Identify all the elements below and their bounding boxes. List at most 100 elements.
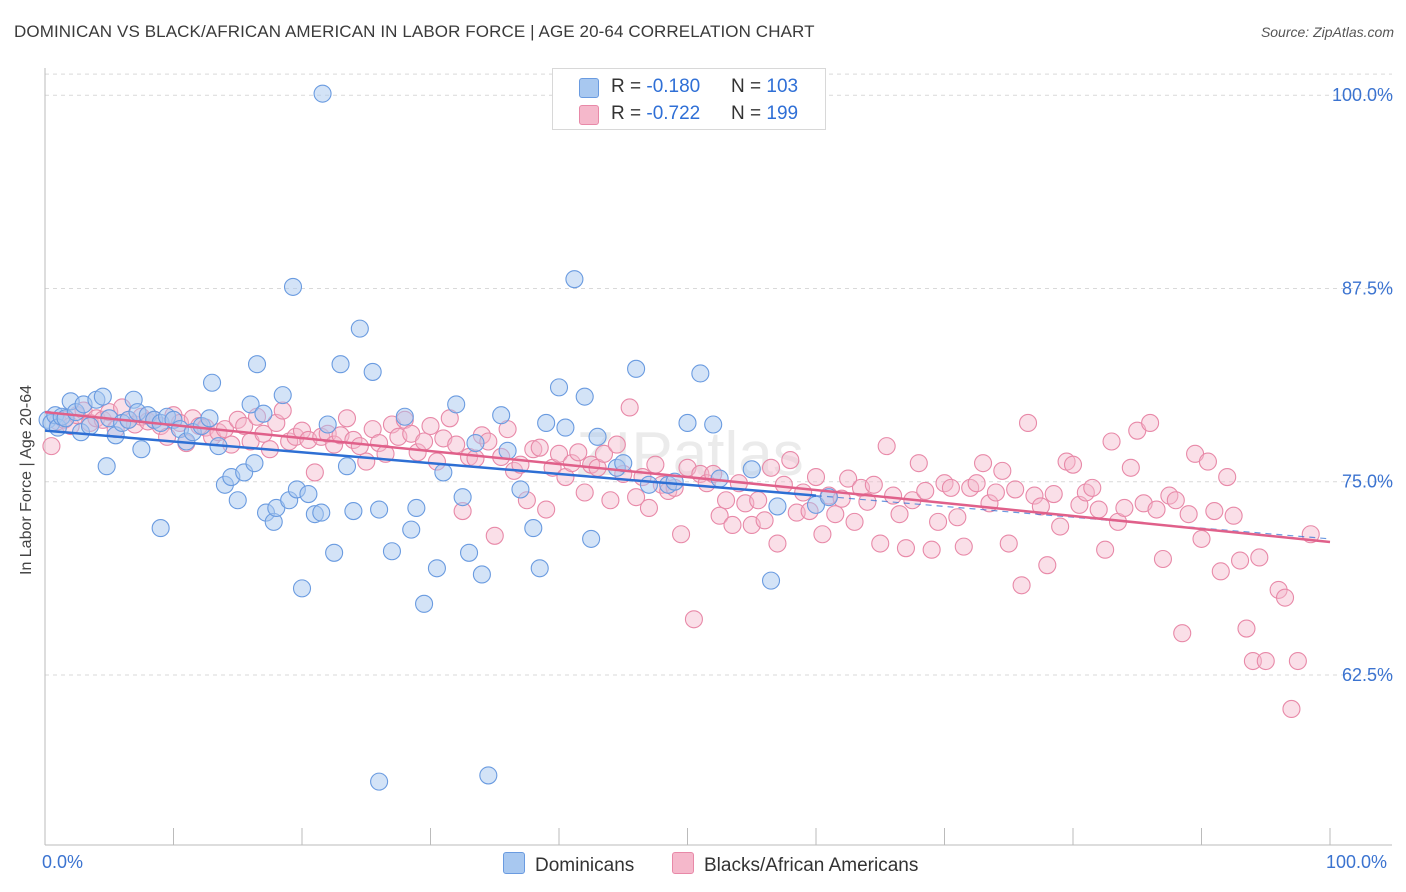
point-dominicans bbox=[247, 355, 267, 374]
point-blacks bbox=[466, 449, 485, 468]
point-dominicans bbox=[292, 579, 312, 598]
point-blacks bbox=[1198, 452, 1217, 471]
point-dominicans bbox=[132, 440, 151, 459]
point-blacks bbox=[1012, 576, 1031, 595]
point-blacks bbox=[986, 483, 1005, 502]
point-dominicans bbox=[498, 441, 517, 460]
point-dominicans bbox=[363, 362, 382, 381]
point-blacks bbox=[273, 401, 292, 420]
y-tick-label: 100.0% bbox=[1332, 85, 1393, 105]
point-blacks bbox=[672, 525, 691, 544]
point-blacks bbox=[639, 498, 659, 518]
point-blacks bbox=[1275, 588, 1295, 607]
point-blacks bbox=[1231, 551, 1250, 570]
point-dominicans bbox=[200, 409, 219, 428]
point-blacks bbox=[922, 540, 941, 559]
point-blacks bbox=[1288, 651, 1307, 671]
point-blacks bbox=[954, 537, 973, 556]
point-blacks bbox=[1256, 651, 1275, 671]
point-blacks bbox=[415, 432, 434, 451]
point-dominicans bbox=[556, 418, 575, 437]
point-dominicans bbox=[434, 463, 453, 482]
points-layer bbox=[38, 84, 1320, 791]
point-dominicans bbox=[691, 364, 710, 383]
point-blacks bbox=[42, 437, 61, 456]
point-blacks bbox=[1224, 506, 1243, 525]
point-blacks bbox=[794, 483, 813, 502]
point-dominicans bbox=[331, 355, 350, 374]
point-dominicans bbox=[447, 395, 466, 414]
trend-layer bbox=[44, 410, 1331, 544]
correlation-legend: R = -0.180 N = 103 R = -0.722 N = 199 bbox=[552, 68, 826, 130]
point-blacks bbox=[1051, 517, 1070, 536]
r-label: R = bbox=[611, 76, 647, 97]
point-dominicans bbox=[742, 460, 761, 479]
point-blacks bbox=[749, 491, 768, 510]
point-blacks bbox=[877, 437, 896, 456]
point-dominicans bbox=[530, 559, 549, 578]
pink-swatch-icon bbox=[672, 852, 694, 874]
blue-swatch-icon bbox=[579, 78, 599, 98]
point-blacks bbox=[569, 443, 588, 462]
point-blacks bbox=[774, 475, 793, 494]
point-blacks bbox=[929, 512, 948, 531]
point-blacks bbox=[1063, 455, 1083, 474]
point-blacks bbox=[1147, 500, 1166, 519]
point-blacks bbox=[909, 454, 928, 473]
point-blacks bbox=[781, 450, 800, 470]
point-blacks bbox=[357, 452, 376, 471]
point-dominicans bbox=[313, 84, 332, 103]
point-dominicans bbox=[627, 359, 646, 378]
point-dominicans bbox=[350, 319, 369, 338]
point-blacks bbox=[1025, 486, 1044, 505]
point-dominicans bbox=[575, 387, 594, 406]
point-dominicans bbox=[768, 497, 787, 516]
point-blacks bbox=[710, 506, 729, 525]
point-dominicans bbox=[639, 475, 659, 494]
point-blacks bbox=[1173, 624, 1192, 643]
point-dominicans bbox=[492, 406, 511, 425]
point-blacks bbox=[973, 454, 993, 473]
point-blacks bbox=[1243, 651, 1262, 671]
point-dominicans bbox=[402, 520, 421, 539]
point-blacks bbox=[235, 416, 254, 436]
point-dominicans bbox=[472, 565, 491, 584]
point-dominicans bbox=[273, 386, 292, 405]
point-blacks bbox=[594, 444, 614, 463]
pink-swatch-icon bbox=[579, 105, 599, 125]
point-blacks bbox=[562, 454, 581, 473]
point-dominicans bbox=[582, 529, 601, 548]
point-dominicans bbox=[312, 503, 331, 522]
r-value: -0.180 bbox=[646, 76, 701, 97]
point-blacks bbox=[871, 534, 890, 553]
point-blacks bbox=[447, 435, 466, 454]
y-tick-label: 87.5% bbox=[1342, 278, 1393, 298]
point-blacks bbox=[1179, 505, 1198, 524]
point-blacks bbox=[761, 458, 781, 477]
point-blacks bbox=[813, 525, 832, 544]
point-blacks bbox=[935, 474, 954, 493]
point-blacks bbox=[575, 483, 594, 502]
point-blacks bbox=[826, 505, 845, 524]
point-blacks bbox=[607, 435, 626, 454]
point-blacks bbox=[723, 515, 742, 535]
point-blacks bbox=[858, 492, 877, 511]
point-blacks bbox=[1211, 562, 1230, 581]
point-dominicans bbox=[395, 407, 414, 426]
point-blacks bbox=[890, 505, 909, 524]
point-dominicans bbox=[466, 433, 485, 453]
point-blacks bbox=[941, 478, 960, 497]
point-dominicans bbox=[704, 415, 723, 434]
point-blacks bbox=[646, 455, 665, 474]
point-blacks bbox=[839, 469, 858, 488]
point-dominicans bbox=[283, 277, 303, 296]
point-blacks bbox=[1192, 529, 1211, 548]
point-dominicans bbox=[524, 519, 543, 538]
point-blacks bbox=[1160, 486, 1179, 505]
chart-title: DOMINICAN VS BLACK/AFRICAN AMERICAN IN L… bbox=[14, 22, 815, 41]
point-blacks bbox=[524, 440, 543, 459]
point-blacks bbox=[1096, 540, 1115, 559]
point-blacks bbox=[1218, 468, 1237, 487]
legend-label: Dominicans bbox=[535, 855, 635, 876]
point-dominicans bbox=[511, 480, 530, 499]
